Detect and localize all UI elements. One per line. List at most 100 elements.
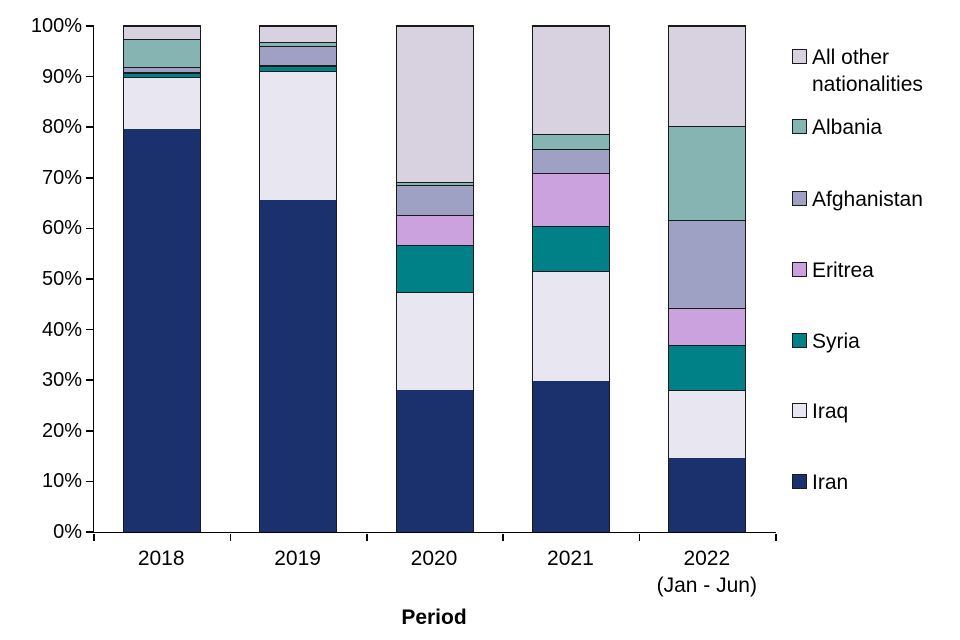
y-tick-label: 50% xyxy=(41,268,82,290)
segment-albania xyxy=(396,181,473,185)
y-tick-label: 40% xyxy=(41,318,82,341)
y-axis-tick xyxy=(86,379,94,381)
legend-label: All other nationalities xyxy=(812,46,923,96)
legend-item-iraq: Iraq xyxy=(792,398,848,425)
bar-2018 xyxy=(122,24,201,532)
x-tick-label: 2022 (Jan - Jun) xyxy=(637,545,777,599)
segment-eritrea xyxy=(123,72,200,74)
segment-eritrea xyxy=(396,214,473,245)
bar-2022 xyxy=(668,25,747,532)
segment-all-other-nationalities xyxy=(669,26,746,126)
segment-iraq xyxy=(669,389,746,459)
legend-label: Iraq xyxy=(812,400,849,423)
legend-label: Eritrea xyxy=(812,259,874,282)
y-tick-label: 70% xyxy=(41,166,82,189)
x-tick-label: 2020 xyxy=(364,545,504,572)
y-axis-tick xyxy=(86,177,94,179)
segment-albania xyxy=(533,133,609,149)
segment-iraq xyxy=(123,76,200,130)
bar-2021 xyxy=(532,25,610,532)
bar-2020 xyxy=(395,25,474,532)
y-tick-label: 20% xyxy=(41,419,82,442)
segment-afghanistan xyxy=(123,67,200,73)
x-axis-tick xyxy=(229,534,232,541)
x-tick-label: 2019 xyxy=(228,545,368,572)
segment-afghanistan xyxy=(396,184,473,215)
segment-iran xyxy=(533,380,609,532)
segment-albania xyxy=(123,39,200,68)
x-tick-label-subtext: (Jan - Jun) xyxy=(656,574,757,597)
segment-syria xyxy=(260,66,337,72)
legend-swatch-icon xyxy=(792,403,807,418)
segment-all-other-nationalities xyxy=(396,26,473,182)
y-tick-label: 10% xyxy=(41,470,82,493)
legend-item-syria: Syria xyxy=(792,328,860,355)
legend-item-eritrea: Eritrea xyxy=(792,257,874,284)
y-tick-label: 30% xyxy=(41,369,82,392)
y-axis-tick xyxy=(86,75,94,78)
segment-iran xyxy=(396,389,473,532)
legend-swatch-icon xyxy=(792,49,807,64)
legend-swatch-icon xyxy=(792,191,807,206)
bar-2019 xyxy=(259,24,338,532)
segment-iran xyxy=(260,199,337,532)
y-axis-tick xyxy=(86,227,94,230)
segment-albania xyxy=(260,42,337,47)
segment-syria xyxy=(396,244,473,292)
segment-albania xyxy=(669,125,746,220)
x-axis-tick xyxy=(775,534,777,541)
segment-iraq xyxy=(396,291,473,390)
segment-iraq xyxy=(260,71,337,200)
segment-iraq xyxy=(533,270,609,381)
legend-label: Syria xyxy=(812,330,860,353)
segment-afghanistan xyxy=(669,219,746,308)
plot-area xyxy=(86,24,777,541)
legend: All other nationalities Albania Afghanista… xyxy=(792,0,958,560)
y-axis-tick xyxy=(86,278,94,280)
legend-swatch-icon xyxy=(792,262,807,277)
segment-syria xyxy=(533,225,609,271)
segment-eritrea xyxy=(260,65,337,66)
segment-afghanistan xyxy=(260,46,337,65)
legend-swatch-icon xyxy=(792,474,807,489)
legend-label: Afghanistan xyxy=(812,188,923,211)
y-tick-label: 80% xyxy=(41,116,82,139)
x-tick-label-year: 2021 xyxy=(547,547,594,570)
segment-eritrea xyxy=(533,173,609,226)
y-axis-tick xyxy=(86,126,94,128)
legend-label: Iran xyxy=(812,471,849,494)
x-axis-tick xyxy=(366,534,368,541)
y-axis-tick xyxy=(86,531,94,533)
y-axis-tick xyxy=(86,480,94,483)
legend-swatch-icon xyxy=(792,119,807,134)
x-tick-label: 2021 xyxy=(500,545,640,572)
y-tick-label: 90% xyxy=(41,65,82,88)
x-tick-label-year: 2022 xyxy=(683,547,731,570)
x-tick-label-year: 2018 xyxy=(137,547,185,570)
legend-item-all-other-nationalities: All other nationalities xyxy=(792,44,958,98)
segment-afghanistan xyxy=(533,148,609,174)
x-axis-tick xyxy=(638,534,641,541)
y-tick-label: 60% xyxy=(41,217,82,240)
y-axis-tick xyxy=(86,430,94,432)
legend-swatch-icon xyxy=(792,333,807,348)
legend-item-afghanistan: Afghanistan xyxy=(792,186,923,213)
x-tick-label: 2018 xyxy=(91,545,231,572)
y-axis-tick xyxy=(86,328,94,331)
x-axis-tick xyxy=(93,534,95,541)
x-tick-label-year: 2020 xyxy=(410,547,458,570)
segment-eritrea xyxy=(669,307,746,345)
segment-all-other-nationalities xyxy=(260,25,337,43)
segment-iran xyxy=(669,458,746,532)
legend-label: Albania xyxy=(812,116,883,139)
legend-item-iran: Iran xyxy=(792,469,848,496)
segment-syria xyxy=(669,344,746,390)
y-tick-label: 0% xyxy=(53,521,82,543)
x-axis-tick xyxy=(502,534,504,541)
segment-iran xyxy=(123,129,200,532)
y-axis-tick xyxy=(86,25,94,27)
legend-item-albania: Albania xyxy=(792,114,882,141)
segment-all-other-nationalities xyxy=(123,25,200,40)
segment-syria xyxy=(123,73,200,77)
